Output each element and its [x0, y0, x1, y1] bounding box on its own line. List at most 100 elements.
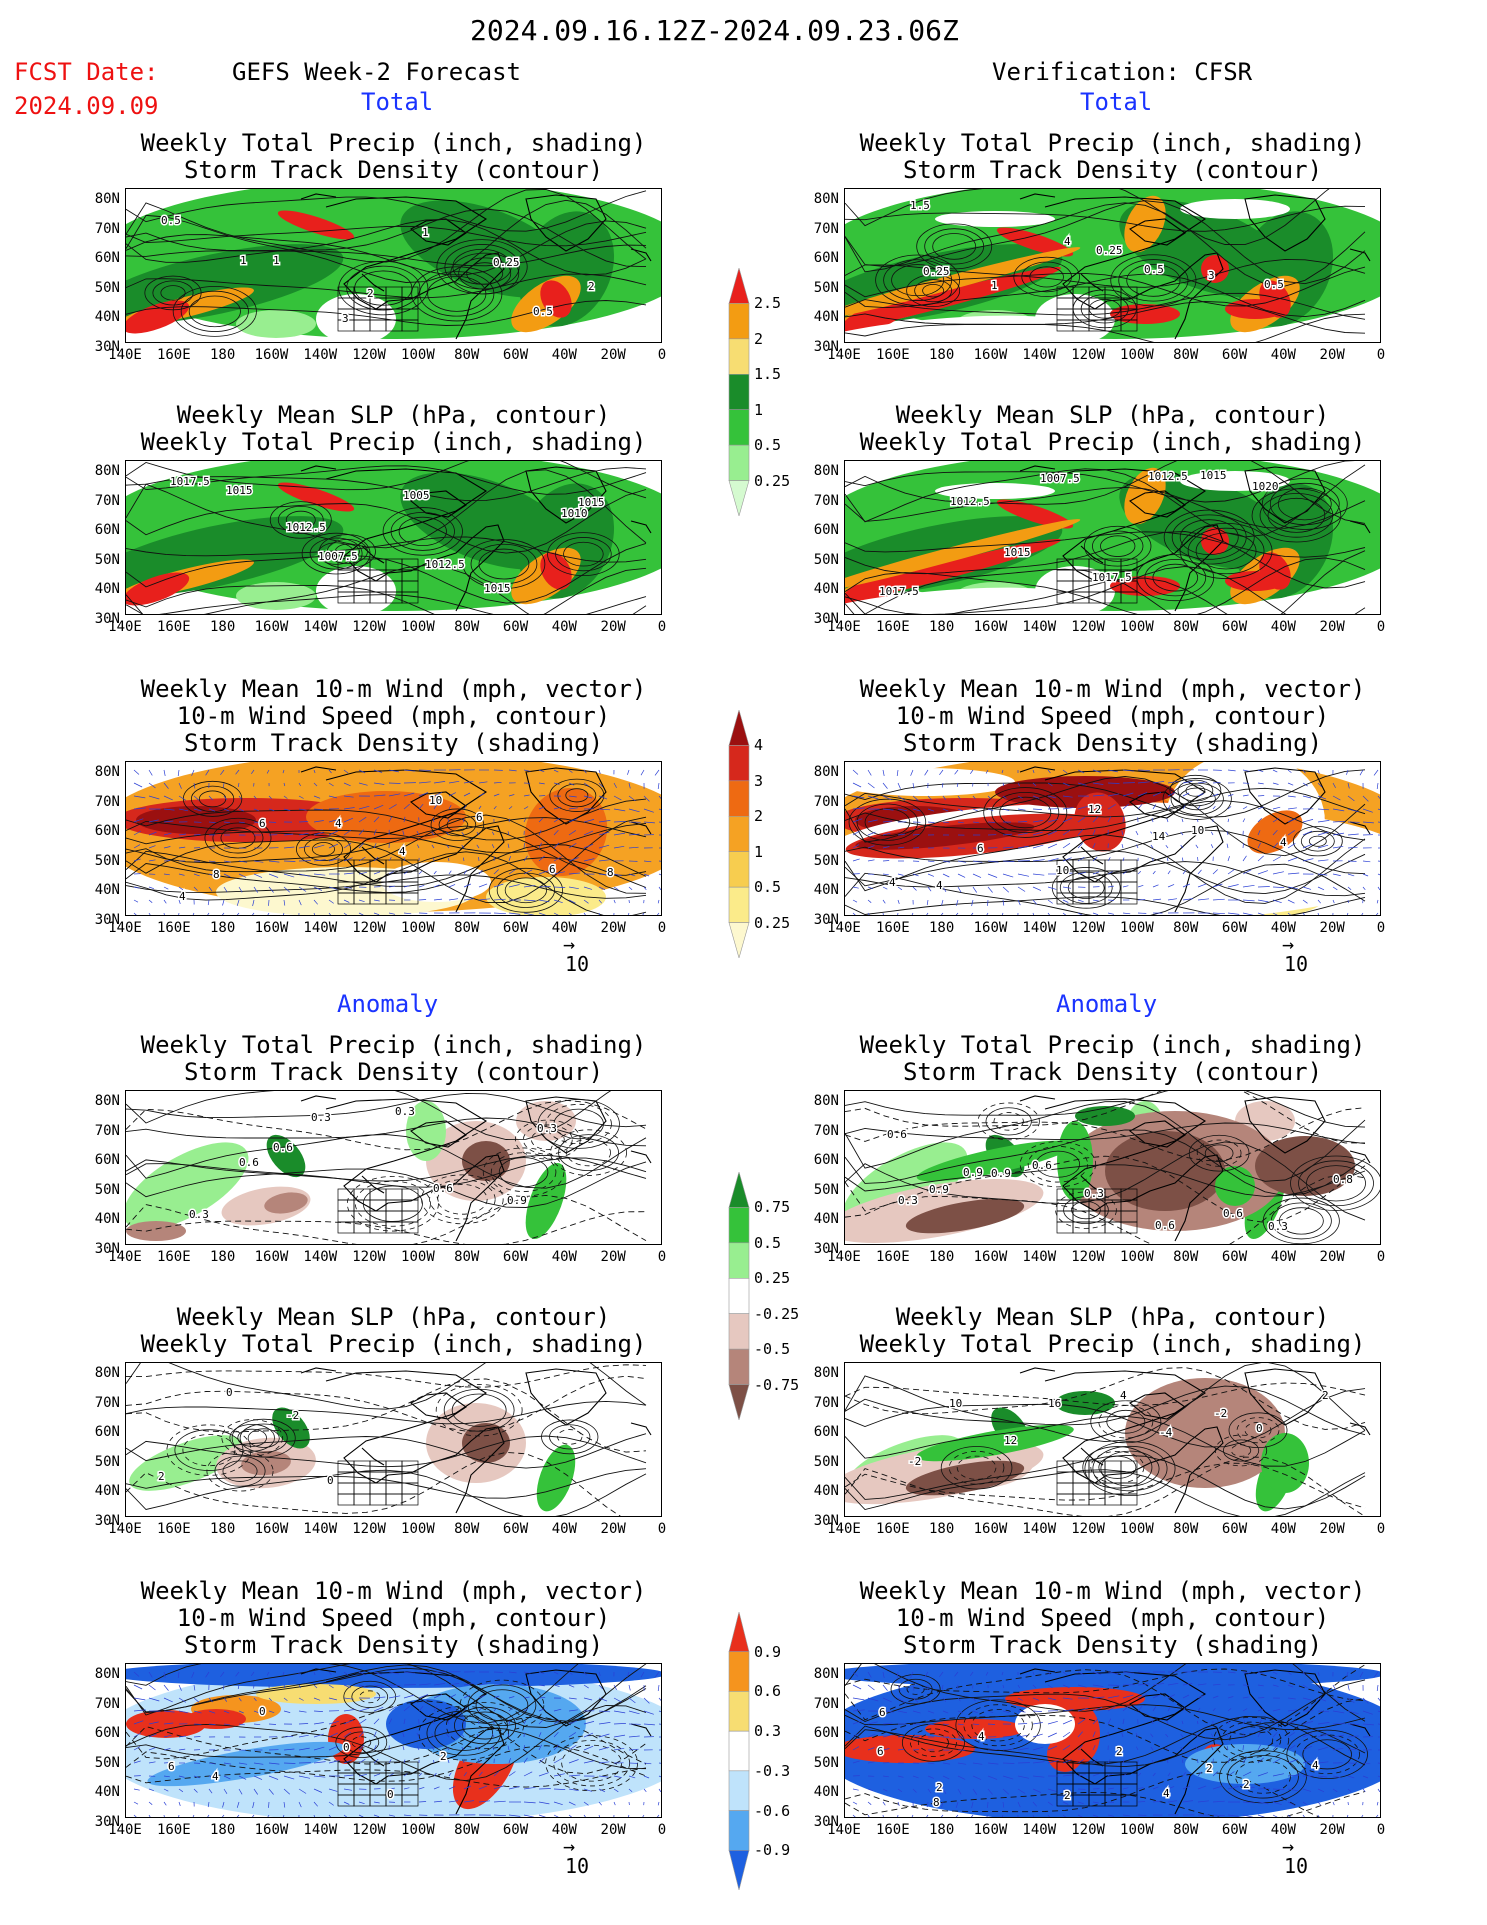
lon-tick-label: 60W — [1221, 347, 1248, 363]
lon-tick-label: 140E — [827, 1521, 861, 1537]
colorbar-tick-label: 3 — [754, 771, 764, 790]
lat-tick-label: 60N — [813, 823, 839, 839]
lon-tick-label: 80W — [1173, 1822, 1199, 1838]
contour-label: 0.3 — [1084, 1187, 1104, 1200]
lon-tick-label: 20W — [600, 1822, 626, 1838]
vector-reference-arrow-icon: → — [563, 1834, 576, 1858]
colorbar-segment — [728, 1242, 750, 1279]
lat-tick-label: 40N — [94, 1784, 120, 1800]
contour-label: 10 — [949, 1397, 962, 1410]
cfsr_anom_wind-field-svg: 6 2 4 2 2 4 2 2 4 6 8 — [845, 1664, 1380, 1817]
lat-tick-label: 30N — [94, 338, 120, 355]
lat-tick-label: 50N — [813, 1181, 839, 1198]
contour-label: 1015 — [226, 484, 253, 497]
contour-label: 8 — [607, 866, 614, 879]
lon-tick-label: 160W — [254, 1249, 289, 1265]
contour-label: 1 — [273, 254, 280, 267]
colorbar-tick-label: 0.5 — [754, 1233, 782, 1252]
contour-label: 10 — [1056, 864, 1069, 877]
vector-reference-arrow-icon: → — [1282, 1834, 1295, 1858]
contour-label: 1010 — [561, 507, 588, 520]
fcst-date-label: FCST Date: — [14, 58, 159, 86]
contour-label: 1015 — [578, 496, 605, 509]
lon-tick-label: 80W — [1173, 347, 1199, 363]
lon-tick-label: 160E — [156, 619, 191, 635]
contour-label: 3 — [1208, 269, 1215, 282]
colorbar-segment — [728, 1691, 750, 1732]
gefs_total_slp-map: 1017.5 1015 1012.5 1007.5 1005 1012.5 1015 1010… — [125, 460, 662, 615]
cfsr_anom_precip-map: 0.3 0.9 0.9 0.6 0.3 0.6 0.6 0.3 0.8 0.6 0.9 — [844, 1090, 1381, 1245]
contour-label: 1012.5 — [1148, 470, 1188, 483]
lon-tick-label: 60W — [1221, 1521, 1248, 1537]
contour-label: 0.5 — [161, 214, 181, 227]
gefs_anom_slp-field-svg: 2 0 -2 0 — [126, 1363, 652, 1516]
lat-tick-label: 30N — [94, 1240, 120, 1257]
cfsr_total_slp-field-svg: 1017.5 1012.5 1015 1007.5 1017.5 1012.5 1015 10… — [845, 461, 1380, 614]
colorbar-tick-label: 0.3 — [754, 1722, 782, 1741]
contour-label: 0.6 — [887, 1128, 907, 1141]
lon-tick-label: 40W — [1270, 1249, 1296, 1265]
colorbar-segment — [728, 922, 750, 958]
contour-label: 2 — [440, 1750, 447, 1763]
gefs_anom_wind-title-line-2: 10-m Wind Speed (mph, contour) — [176, 1604, 611, 1632]
contour-label: 0.9 — [991, 1167, 1011, 1180]
colorbar-segment — [728, 1348, 750, 1385]
lon-tick-label: 120W — [1071, 347, 1105, 363]
colorbar-tick-label: 0.25 — [754, 1269, 791, 1288]
colorbar-segment — [728, 780, 750, 817]
lat-tick-label: 50N — [94, 1754, 120, 1771]
lon-tick-label: 160W — [254, 1822, 289, 1838]
lon-tick-label: 160E — [875, 347, 910, 363]
contour-label: 1012.5 — [286, 521, 326, 534]
cfsr_total_precip-title-line-1: Weekly Total Precip (inch, shading) — [859, 129, 1366, 157]
colorbar-segment — [728, 480, 750, 516]
lat-tick-label: 80N — [94, 1093, 120, 1109]
lon-tick-label: 80W — [1173, 1249, 1199, 1265]
lon-tick-label: 140W — [1022, 619, 1057, 635]
lon-tick-label: 80W — [1173, 619, 1199, 635]
contour-label: 2 — [1322, 1389, 1329, 1402]
contour-label: 0.3 — [311, 1111, 331, 1124]
lon-tick-label: 80W — [454, 1521, 480, 1537]
lon-tick-label: 180 — [209, 619, 236, 635]
lon-tick-label: 160E — [156, 1249, 191, 1265]
lon-tick-label: 20W — [1319, 920, 1345, 936]
lat-tick-label: 70N — [813, 220, 839, 237]
cfsr_anom_precip-title-line-1: Weekly Total Precip (inch, shading) — [859, 1031, 1366, 1059]
total_precip-colorbar — [728, 268, 750, 516]
contour-label: 2 — [1116, 1745, 1123, 1758]
gefs_anom_wind-field-svg: 6 4 0 0 0 2 — [126, 1664, 661, 1817]
lat-tick-label: 60N — [94, 250, 120, 266]
lon-tick-label: 20W — [600, 1521, 626, 1537]
contour-label: 4 — [1163, 1787, 1170, 1800]
colorbar-tick-label: -0.5 — [754, 1340, 791, 1359]
lon-tick-label: 40W — [1270, 920, 1296, 936]
colorbar-tick-label: 4 — [754, 736, 764, 755]
lon-tick-label: 140W — [303, 347, 338, 363]
colorbar-segment — [728, 745, 750, 782]
gefs_total_wind-field-svg: 4 8 6 4 4 10 6 6 8 — [126, 762, 661, 915]
lat-tick-label: 60N — [813, 1725, 839, 1741]
lat-tick-label: 50N — [813, 1754, 839, 1771]
lon-tick-label: 80W — [454, 347, 480, 363]
cfsr_anom_slp-title-line-2: Weekly Total Precip (inch, shading) — [859, 1330, 1366, 1358]
lon-tick-label: 180 — [928, 1822, 955, 1838]
lon-tick-label: 160E — [875, 1249, 910, 1265]
lon-tick-label: 40W — [551, 1822, 577, 1838]
lon-tick-label: 160W — [254, 920, 289, 936]
contour-label: 0.3 — [189, 1208, 209, 1221]
colorbar-segment — [728, 1313, 750, 1350]
lon-tick-label: 60W — [502, 1249, 529, 1265]
lat-tick-label: 70N — [813, 793, 839, 810]
contour-label: 6 — [877, 1745, 884, 1758]
contour-label: 12 — [1004, 1434, 1017, 1447]
lon-tick-label: 140W — [1022, 347, 1057, 363]
lon-tick-label: 180 — [209, 347, 236, 363]
cfsr_anom_precip-title-line-2: Storm Track Density (contour) — [902, 1058, 1323, 1086]
colorbar-segment — [728, 1810, 750, 1851]
lon-tick-label: 40W — [551, 1249, 577, 1265]
lon-tick-label: 0 — [1376, 1249, 1386, 1265]
lat-tick-label: 40N — [813, 1211, 839, 1227]
lon-tick-label: 160W — [254, 619, 289, 635]
lon-tick-label: 120W — [1071, 1249, 1105, 1265]
